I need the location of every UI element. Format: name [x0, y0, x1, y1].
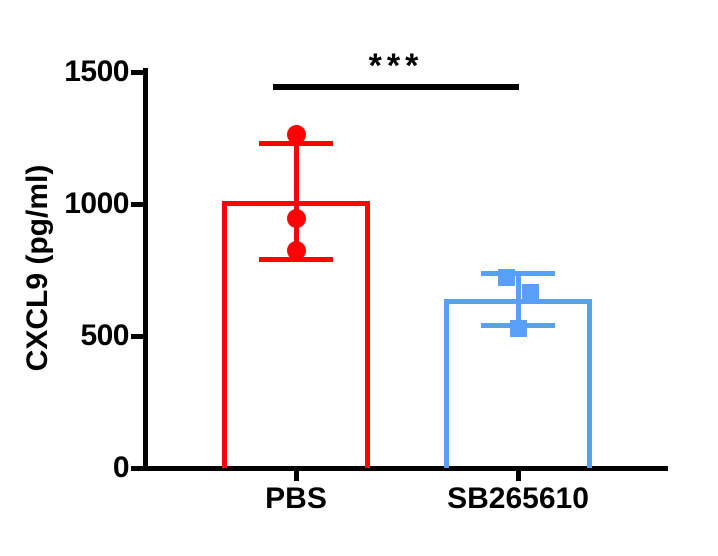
y-tick-label: 0: [112, 451, 130, 484]
significance-line: [273, 84, 519, 90]
error-bar-line: [515, 273, 521, 326]
data-point-square: [521, 283, 539, 301]
y-tick-label: 1000: [64, 187, 129, 220]
x-axis-line: [143, 466, 668, 471]
y-tick-label: 500: [80, 319, 129, 352]
y-tick-mark: [131, 69, 143, 75]
y-tick-mark: [131, 465, 143, 471]
error-bar-line: [293, 143, 299, 260]
category-label-pbs: PBS: [265, 482, 327, 515]
data-point-square: [497, 269, 515, 287]
y-tick-mark: [131, 333, 143, 339]
x-tick-mark: [293, 471, 299, 481]
data-point-circle: [286, 124, 306, 144]
y-axis-title: CXCL9 (pg/ml): [21, 164, 54, 372]
category-label-sb265610: SB265610: [447, 482, 589, 515]
y-tick-mark: [131, 201, 143, 207]
y-axis-line: [143, 68, 148, 471]
data-point-circle: [286, 209, 306, 229]
error-bar-cap: [481, 271, 555, 277]
y-tick-label: 1500: [64, 55, 129, 88]
significance-stars: ***: [368, 47, 424, 85]
data-point-circle: [286, 240, 306, 260]
data-point-square: [509, 320, 527, 338]
x-tick-mark: [515, 471, 521, 481]
